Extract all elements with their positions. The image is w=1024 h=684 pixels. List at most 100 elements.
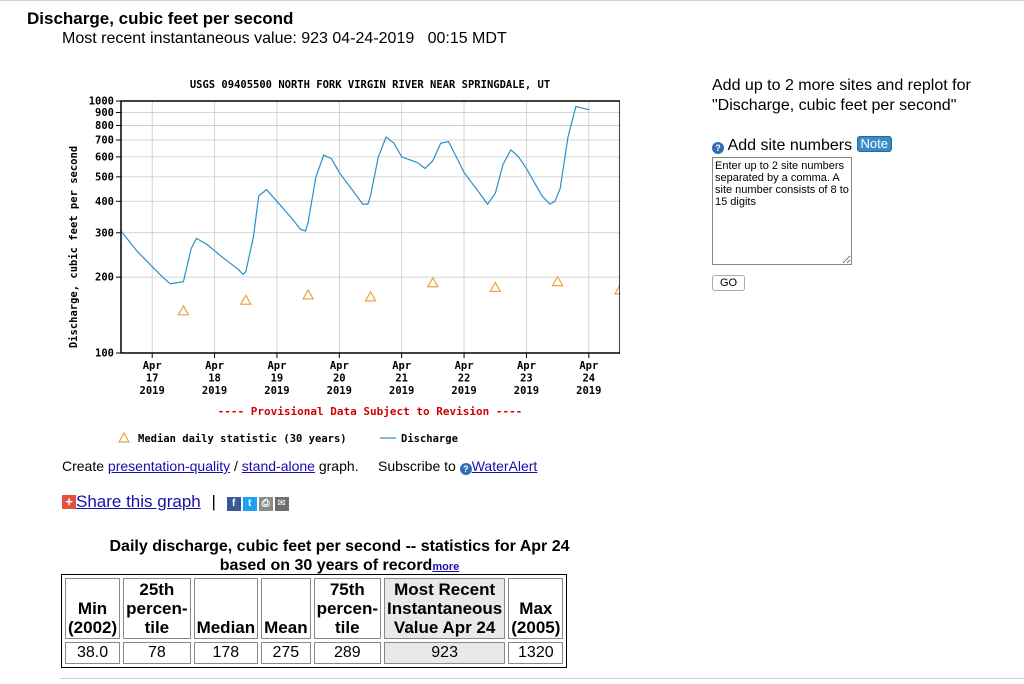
- most-recent-value: Most recent instantaneous value: 923 04-…: [62, 30, 507, 47]
- header-mean: Mean: [261, 578, 311, 639]
- header-75th-percentile: 75th percen-tile: [313, 578, 382, 639]
- add-sites-title: Add up to 2 more sites and replot for "D…: [712, 77, 971, 114]
- x-tick-label-day: 18: [208, 373, 221, 385]
- stats-title: Daily discharge, cubic feet per second -…: [62, 537, 617, 577]
- median-point: [551, 275, 564, 287]
- help-icon[interactable]: ?: [712, 142, 724, 154]
- site-numbers-input[interactable]: [712, 157, 852, 265]
- stand-alone-link[interactable]: stand-alone: [241, 458, 315, 474]
- y-tick-label: 300: [95, 227, 114, 239]
- twitter-icon[interactable]: t: [242, 497, 257, 511]
- x-tick-label-year: 2019: [514, 385, 539, 397]
- slash-separator: /: [234, 458, 238, 474]
- chart-legend: Median daily statistic (30 years) Discha…: [117, 431, 458, 445]
- x-tick-label-day: 19: [271, 373, 284, 385]
- y-tick-label: 500: [95, 171, 114, 183]
- note-badge[interactable]: Note: [856, 136, 892, 152]
- bottom-divider: [60, 678, 1024, 679]
- table-row: 38.0 78 178 275 289 923 1320: [65, 642, 564, 664]
- chart-title: USGS 09405500 NORTH FORK VIRGIN RIVER NE…: [190, 79, 550, 91]
- x-tick-label-year: 2019: [451, 385, 476, 397]
- median-point: [613, 283, 620, 295]
- add-sites-panel: Add up to 2 more sites and replot for "D…: [712, 76, 1024, 291]
- value-mean: 275: [261, 642, 311, 664]
- add-site-numbers-label: Add site numbers: [727, 137, 853, 154]
- x-tick-label-month: Apr: [205, 360, 224, 372]
- median-point: [489, 281, 502, 293]
- median-point: [426, 276, 439, 288]
- y-tick-label: 1000: [89, 96, 114, 108]
- share-row: + Share this graph | f t ⎙ ✉: [62, 492, 291, 512]
- header-25th-percentile: 25th percen-tile: [123, 578, 191, 639]
- wateralert-link[interactable]: WaterAlert: [471, 458, 538, 474]
- stats-title-line1: Daily discharge, cubic feet per second -…: [109, 538, 570, 555]
- share-graph-link[interactable]: Share this graph: [76, 492, 201, 511]
- x-tick-label-year: 2019: [389, 385, 414, 397]
- share-plus-icon[interactable]: +: [62, 495, 76, 509]
- x-tick-label-month: Apr: [392, 360, 411, 372]
- x-tick-label-month: Apr: [579, 360, 598, 372]
- x-tick-label-year: 2019: [264, 385, 289, 397]
- plot-frame: [120, 100, 620, 354]
- median-point: [302, 288, 315, 300]
- x-tick-labels: Apr172019Apr182019Apr192019Apr202019Apr2…: [140, 360, 602, 397]
- legend-discharge-label: Discharge: [401, 433, 458, 445]
- header-median: Median: [193, 578, 259, 639]
- create-label: Create: [62, 458, 105, 474]
- x-tick-label-month: Apr: [517, 360, 536, 372]
- chart-grid: [116, 100, 620, 358]
- y-tick-label: 200: [95, 272, 114, 284]
- provisional-note: ---- Provisional Data Subject to Revisio…: [218, 405, 523, 418]
- facebook-icon[interactable]: f: [226, 497, 241, 511]
- top-divider: [0, 0, 1024, 1]
- median-point: [239, 293, 252, 305]
- x-tick-label-day: 21: [395, 373, 408, 385]
- x-tick-label-day: 24: [582, 373, 595, 385]
- value-most-recent: 923: [384, 642, 506, 664]
- x-tick-label-day: 20: [333, 373, 346, 385]
- x-tick-label-day: 23: [520, 373, 533, 385]
- x-tick-label-month: Apr: [455, 360, 474, 372]
- share-separator: |: [211, 492, 216, 511]
- presentation-quality-link[interactable]: presentation-quality: [107, 458, 231, 474]
- help-icon[interactable]: ?: [459, 463, 472, 475]
- value-max: 1320: [508, 642, 564, 664]
- header-most-recent: Most Recent Instantaneous Value Apr 24: [384, 578, 506, 639]
- discharge-chart: USGS 09405500 NORTH FORK VIRGIN RIVER NE…: [68, 79, 620, 445]
- chart-y-axis-label: Discharge, cubic feet per second: [68, 146, 80, 348]
- x-tick-label-year: 2019: [576, 385, 601, 397]
- x-tick-label-day: 22: [458, 373, 471, 385]
- x-tick-label-month: Apr: [143, 360, 162, 372]
- discharge-series-line: [120, 105, 590, 285]
- y-tick-label: 400: [95, 196, 114, 208]
- email-icon[interactable]: ✉: [274, 497, 289, 511]
- statistics-table: Min (2002) 25th percen-tile Median Mean 75…: [61, 574, 568, 668]
- median-point: [177, 304, 190, 316]
- y-tick-label: 700: [95, 135, 114, 147]
- page-title: Discharge, cubic feet per second: [27, 9, 294, 28]
- go-button[interactable]: GO: [712, 275, 746, 291]
- y-tick-label: 800: [95, 120, 114, 132]
- header-min: Min (2002): [65, 578, 121, 639]
- x-tick-label-year: 2019: [140, 385, 165, 397]
- x-tick-label-month: Apr: [267, 360, 286, 372]
- graph-suffix: graph.: [318, 458, 359, 474]
- graph-links-row: Create presentation-quality / stand-alon…: [62, 458, 537, 475]
- x-tick-label-year: 2019: [327, 385, 352, 397]
- x-tick-label-year: 2019: [202, 385, 227, 397]
- y-tick-label: 900: [95, 107, 114, 119]
- x-tick-label-month: Apr: [330, 360, 349, 372]
- more-link[interactable]: more: [432, 561, 460, 573]
- value-75th-percentile: 289: [313, 642, 382, 664]
- y-tick-label: 600: [95, 151, 114, 163]
- legend-median-label: Median daily statistic (30 years): [138, 433, 347, 445]
- subscribe-label: Subscribe to: [378, 458, 456, 474]
- value-25th-percentile: 78: [123, 642, 191, 664]
- value-min: 38.0: [65, 642, 121, 664]
- table-header-row: Min (2002) 25th percen-tile Median Mean 75…: [65, 578, 564, 639]
- header-max: Max (2005): [508, 578, 564, 639]
- legend-median-triangle-icon: [117, 431, 131, 443]
- print-icon[interactable]: ⎙: [258, 497, 273, 511]
- median-point: [364, 290, 377, 302]
